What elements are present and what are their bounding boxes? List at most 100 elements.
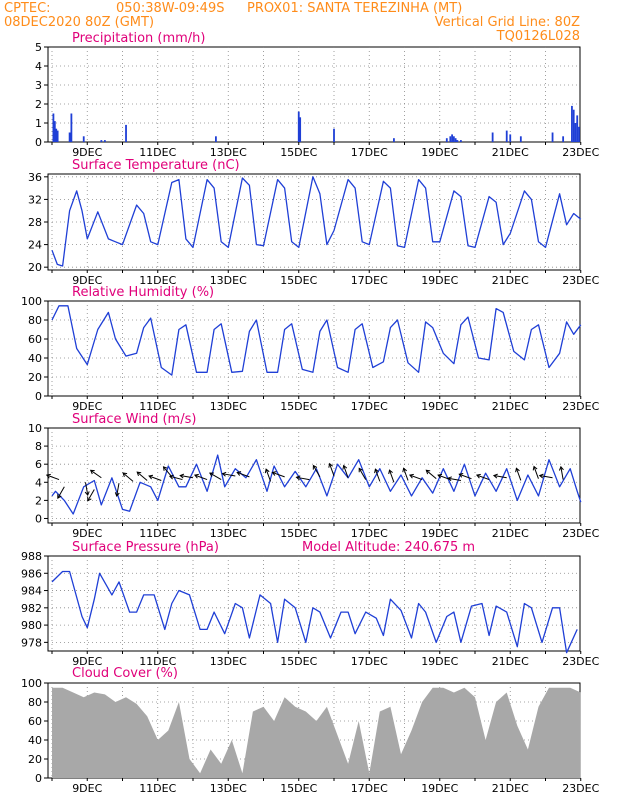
wind-arrow-head (328, 462, 334, 468)
pres-panel: 978 980 982 984 986 988 9DEC 11DEC 13DEC 15DEC 17D… (21, 550, 600, 668)
precip-xtick-label: 15DEC (280, 146, 317, 159)
wind-arrow (87, 489, 95, 502)
temp-ytick-label: 36 (28, 171, 42, 184)
wind-arrow-shaft (533, 466, 539, 479)
wind-arrow-head (148, 474, 154, 480)
wind-arrow-head (312, 464, 318, 470)
wind-arrow (408, 473, 423, 481)
precip-bar (297, 111, 300, 142)
pres-line (51, 570, 578, 654)
wind-arrow-head (374, 468, 379, 474)
wind-title: Surface Wind (m/s) (72, 412, 196, 427)
temp-xtick-label: 15DEC (280, 274, 317, 287)
rh-xtick-label: 19DEC (421, 400, 458, 413)
temp-xtick-label: 13DEC (210, 274, 247, 287)
wind-arrow-shaft (180, 475, 194, 479)
wind-arrow (209, 472, 222, 481)
pres-xtick-label: 11DEC (139, 655, 176, 668)
wind-arrow-head (388, 469, 393, 475)
wind-arrow-head (136, 471, 142, 477)
temp-ytick-label: 28 (28, 216, 42, 229)
pres-xtick-label: 9DEC (72, 655, 102, 668)
wind-xtick-label: 23DEC (562, 527, 599, 540)
wind-arrow-shaft (194, 474, 208, 481)
model-altitude-label: Model Altitude: 240.675 m (302, 540, 475, 555)
precip-bar (393, 138, 395, 142)
cloud-ytick-label: 40 (28, 734, 42, 747)
wind-arrow-head (532, 465, 538, 471)
wind-arrow (458, 473, 472, 480)
precip-xtick-label: 21DEC (492, 146, 529, 159)
pres-ytick-label: 988 (21, 550, 42, 563)
wind-arrow-shaft (539, 475, 553, 479)
wind-frame (47, 427, 581, 524)
temp-xtick-label: 19DEC (421, 274, 458, 287)
pres-ytick-label: 980 (21, 619, 42, 632)
wind-arrow (122, 472, 134, 482)
pres-frame (47, 555, 581, 652)
pres-ytick-label: 978 (21, 636, 42, 649)
rh-ytick-label: 20 (28, 371, 42, 384)
wind-xtick-label: 21DEC (492, 527, 529, 540)
wind-arrow (515, 467, 522, 481)
wind-arrow-head (193, 473, 199, 479)
wind-arrow-shaft (425, 469, 437, 480)
wind-arrow (532, 465, 539, 479)
precip-xtick-label: 11DEC (139, 146, 176, 159)
wind-arrow-shaft (358, 468, 367, 480)
cloud-title: Cloud Cover (%) (72, 666, 178, 681)
wind-arrow (168, 474, 183, 481)
rh-xtick-label: 15DEC (280, 400, 317, 413)
precip-bar (460, 140, 462, 142)
rh-title: Relative Humidity (%) (72, 285, 214, 300)
wind-arrow-shaft (84, 482, 89, 496)
temp-panel: 20 24 28 32 36 9DEC 11DEC 13DEC 15DEC 17DEC 19DEC 2… (28, 171, 600, 287)
precip-xtick-label: 13DEC (210, 146, 247, 159)
precip-bar (578, 126, 580, 142)
wind-arrow (84, 482, 90, 497)
cloud-xtick-label: 11DEC (139, 782, 176, 795)
wind-arrow (136, 471, 148, 481)
pres-xtick-label: 21DEC (492, 655, 529, 668)
wind-arrow-head (358, 467, 363, 473)
wind-arrow (425, 469, 437, 480)
precip-xtick-label: 17DEC (351, 146, 388, 159)
wind-arrow (358, 467, 367, 480)
wind-arrow-shaft (209, 472, 222, 481)
wind-arrow (342, 464, 349, 478)
temp-xtick-label: 17DEC (351, 274, 388, 287)
temp-ytick-label: 32 (28, 193, 42, 206)
precip-bar (456, 140, 459, 142)
wind-arrow (221, 471, 236, 477)
wind-arrow-shaft (476, 474, 490, 481)
wind-arrow-shaft (409, 474, 423, 481)
wind-arrow-shaft (515, 468, 522, 481)
precip-bar (215, 136, 217, 142)
wind-arrow-head (89, 469, 95, 475)
wind-arrow-shaft (46, 474, 60, 481)
rh-xtick-label: 17DEC (351, 400, 388, 413)
cloud-xtick-label: 17DEC (351, 782, 388, 795)
precip-bar (574, 123, 577, 142)
rh-line (51, 305, 582, 376)
wind-arrow-head (447, 476, 452, 482)
wind-ytick-label: 4 (35, 476, 42, 489)
precip-ytick-label: 4 (35, 60, 42, 73)
wind-arrow (193, 473, 208, 481)
wind-arrow-head (402, 467, 408, 473)
rh-ytick-label: 0 (35, 390, 42, 403)
cloud-xtick-label: 21DEC (492, 782, 529, 795)
precip-bar (572, 109, 575, 142)
wind-arrow-shaft (122, 472, 134, 482)
wind-arrow-head (122, 472, 128, 477)
wind-arrow (558, 465, 564, 480)
cloud-ytick-label: 100 (21, 677, 42, 690)
precip-panel: 0 1 2 3 4 5 9DEC 11DEC 13DEC 15DEC 17DEC 19DEC 21DEC… (35, 41, 600, 159)
precip-bar (449, 136, 452, 142)
precip-bar (82, 136, 85, 142)
precip-bar (551, 132, 554, 142)
precip-bar (125, 124, 127, 142)
wind-arrow-shaft (87, 489, 95, 502)
wind-arrow-head (515, 467, 520, 473)
